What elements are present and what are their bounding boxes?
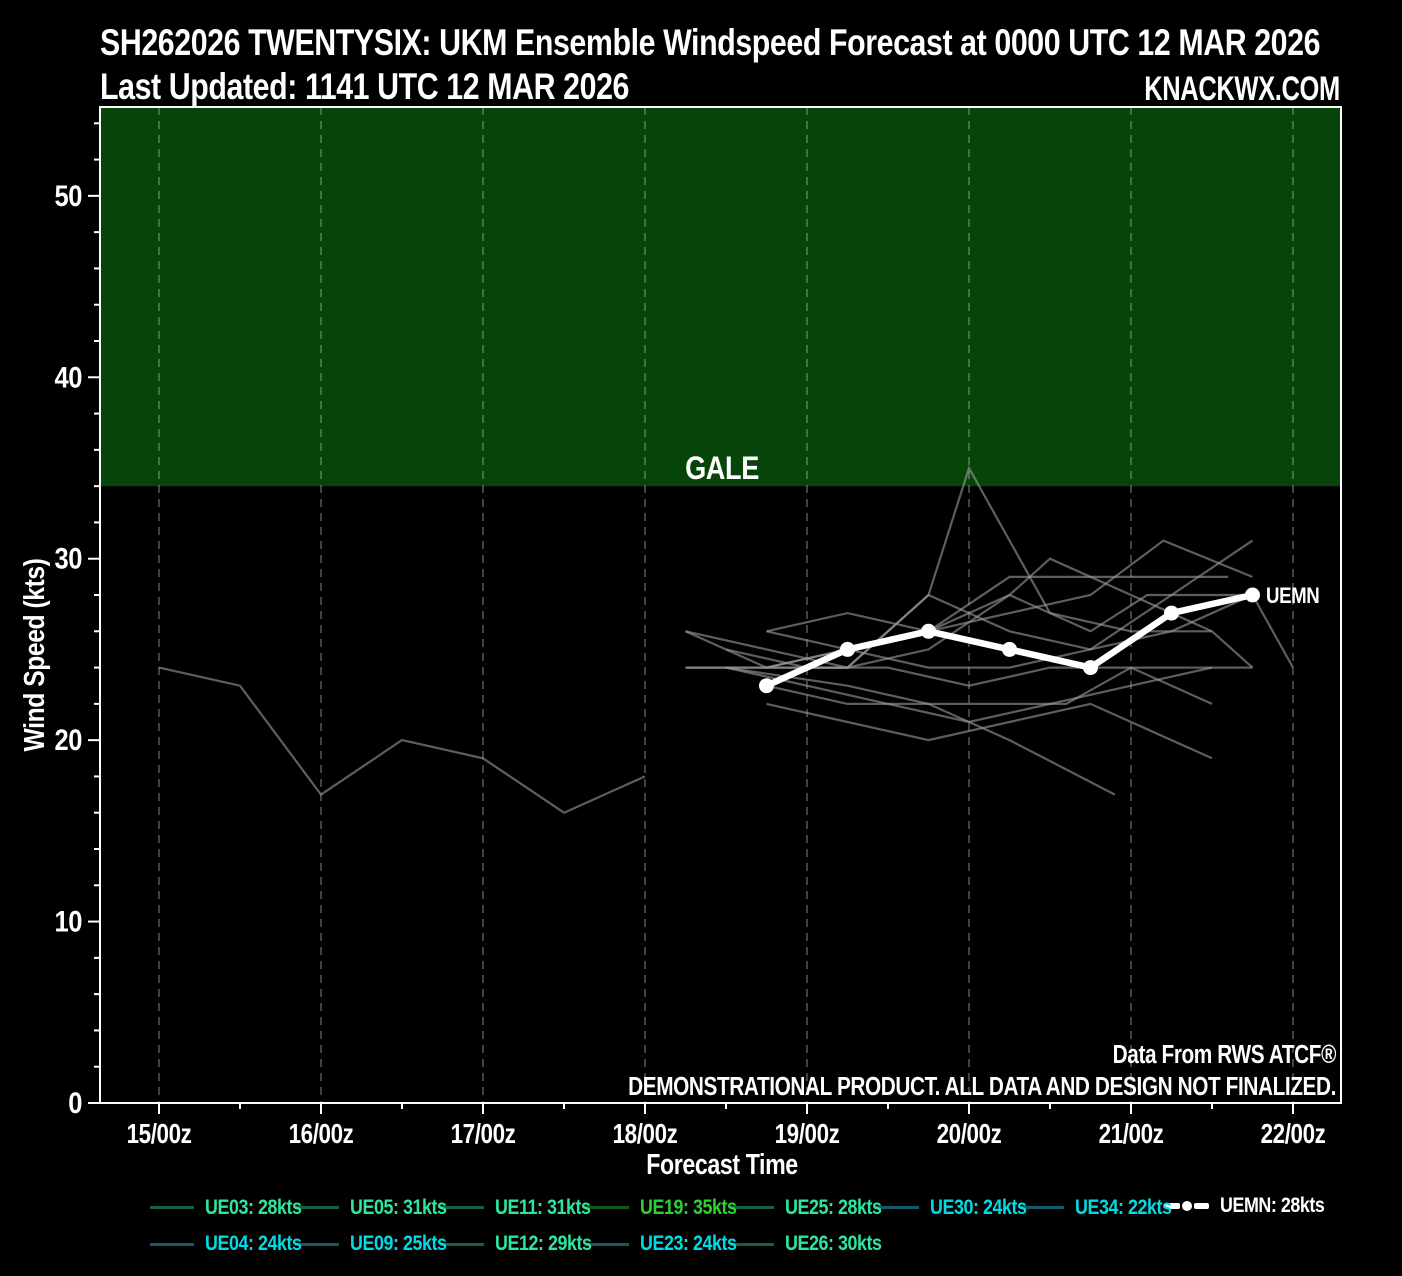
legend-line-swatch (585, 1206, 629, 1209)
axis-ticks: 15/00z 16/00z 17/00z 18/00z 19/00z 20/00z 21/0… (54, 122, 1326, 1150)
legend-line-swatch (295, 1242, 339, 1246)
x-tick-label: 18/00z (613, 1119, 678, 1150)
brand-logo: KNACKWX.COM (1144, 70, 1340, 108)
y-tick-label: 40 (54, 360, 82, 393)
y-tick-label: 0 (68, 1086, 82, 1119)
ensemble-line-UE23 (766, 666, 1213, 706)
legend-item-UE11: UE11: 31kts (440, 1194, 591, 1222)
ensemble-line-UE19 (685, 465, 1212, 669)
mean-point (1083, 660, 1098, 676)
legend-item-UE05: UE05: 31kts (295, 1194, 447, 1222)
legend-row-1: UE03: 28kts UE05: 31kts UE11: 31kts UE19: 3… (150, 1192, 1325, 1222)
y-tick-label: 30 (54, 542, 82, 575)
mean-line-UEMN (763, 591, 1256, 689)
x-tick-label: 21/00z (1099, 1119, 1164, 1150)
x-tick-label: 16/00z (289, 1119, 354, 1150)
x-tick-label: 17/00z (451, 1119, 516, 1150)
y-tick-label: 50 (54, 179, 82, 212)
ensemble-line-UE25 (685, 593, 1253, 669)
legend-item-UEMN: UEMN: 28kts (1165, 1192, 1325, 1220)
legend-line-swatch (440, 1206, 484, 1209)
page-title: SH262026 TWENTYSIX: UKM Ensemble Windspe… (100, 22, 1321, 63)
legend-line-swatch (1020, 1206, 1064, 1209)
legend-item-UE19: UE19: 35kts (585, 1194, 737, 1222)
legend-item-UE09: UE09: 25kts (295, 1230, 447, 1258)
legend-item-UE30: UE30: 24kts (875, 1194, 1027, 1222)
x-tick-label: 22/00z (1261, 1119, 1326, 1150)
legend-label: UE23: 24kts (640, 1232, 737, 1255)
y-tick-label: 10 (54, 905, 82, 938)
y-axis-title: Wind Speed (kts) (18, 559, 50, 752)
legend-item-UE25: UE25: 28kts (730, 1194, 882, 1222)
last-updated-label: Last Updated: 1141 UTC 12 MAR 2026 (100, 66, 630, 107)
legend-label: UE30: 24kts (930, 1195, 1027, 1219)
ensemble-series (158, 465, 1294, 814)
legend-label: UE05: 31kts (350, 1195, 447, 1219)
disclaimer-note: DEMONSTRATIONAL PRODUCT. ALL DATA AND DE… (628, 1072, 1336, 1101)
legend-label: UE34: 22kts (1075, 1195, 1172, 1219)
ensemble-line-UE34 (766, 702, 1213, 760)
legend-label: UE19: 35kts (640, 1195, 737, 1219)
mean-point (759, 678, 774, 694)
plot-border (99, 106, 1342, 1104)
mean-point (1164, 605, 1179, 621)
x-tick-label: 15/00z (127, 1119, 192, 1150)
legend-label: UE03: 28kts (205, 1195, 302, 1219)
legend-line-swatch (150, 1206, 194, 1209)
mean-legend-marker (1165, 1201, 1209, 1211)
legend-item-UE26: UE26: 30kts (730, 1230, 882, 1258)
mean-point (921, 623, 936, 639)
ensemble-line-UE30 (725, 666, 1213, 724)
x-axis-title: Forecast Time (646, 1147, 798, 1180)
ensemble-line-UE12 (766, 575, 1229, 633)
legend-label: UE04: 24kts (205, 1232, 302, 1255)
legend-line-swatch (150, 1242, 194, 1246)
legend-item-UE23: UE23: 24kts (585, 1230, 737, 1258)
x-tick-label: 19/00z (775, 1119, 840, 1150)
legend-line-swatch (730, 1242, 774, 1246)
legend-item-UE34: UE34: 22kts (1020, 1194, 1172, 1222)
legend-line-swatch (295, 1206, 339, 1209)
x-tick-label: 20/00z (937, 1119, 1002, 1150)
gale-threshold-label: GALE (685, 451, 759, 487)
legend-label: UEMN: 28kts (1220, 1194, 1325, 1217)
legend-line-swatch (440, 1242, 484, 1246)
ensemble-line-UE04 (725, 666, 1116, 796)
mean-point (840, 641, 855, 657)
gale-band (100, 107, 1341, 487)
mean-point (1245, 587, 1260, 603)
legend-label: UE25: 28kts (785, 1195, 882, 1219)
legend-label: UE26: 30kts (785, 1232, 882, 1255)
legend-item-UE04: UE04: 24kts (150, 1230, 302, 1258)
mean-point (1002, 641, 1017, 657)
legend-label: UE09: 25kts (350, 1232, 447, 1255)
mean-line-label: UEMN (1266, 585, 1319, 609)
legend-line-swatch (585, 1242, 629, 1246)
ensemble-line-OBSERVED (158, 666, 646, 814)
legend-item-UE12: UE12: 29kts (440, 1230, 592, 1258)
y-tick-label: 20 (54, 723, 82, 756)
legend-line-swatch (875, 1206, 919, 1209)
legend-item-UE03: UE03: 28kts (150, 1194, 302, 1222)
legend-line-swatch (730, 1206, 774, 1209)
data-source-note: Data From RWS ATCF® (1113, 1040, 1336, 1069)
legend-label: UE11: 31kts (495, 1195, 591, 1219)
legend-label: UE12: 29kts (495, 1232, 592, 1255)
legend-row-2: UE04: 24kts UE09: 25kts UE12: 29kts UE23: 2… (150, 1230, 882, 1258)
